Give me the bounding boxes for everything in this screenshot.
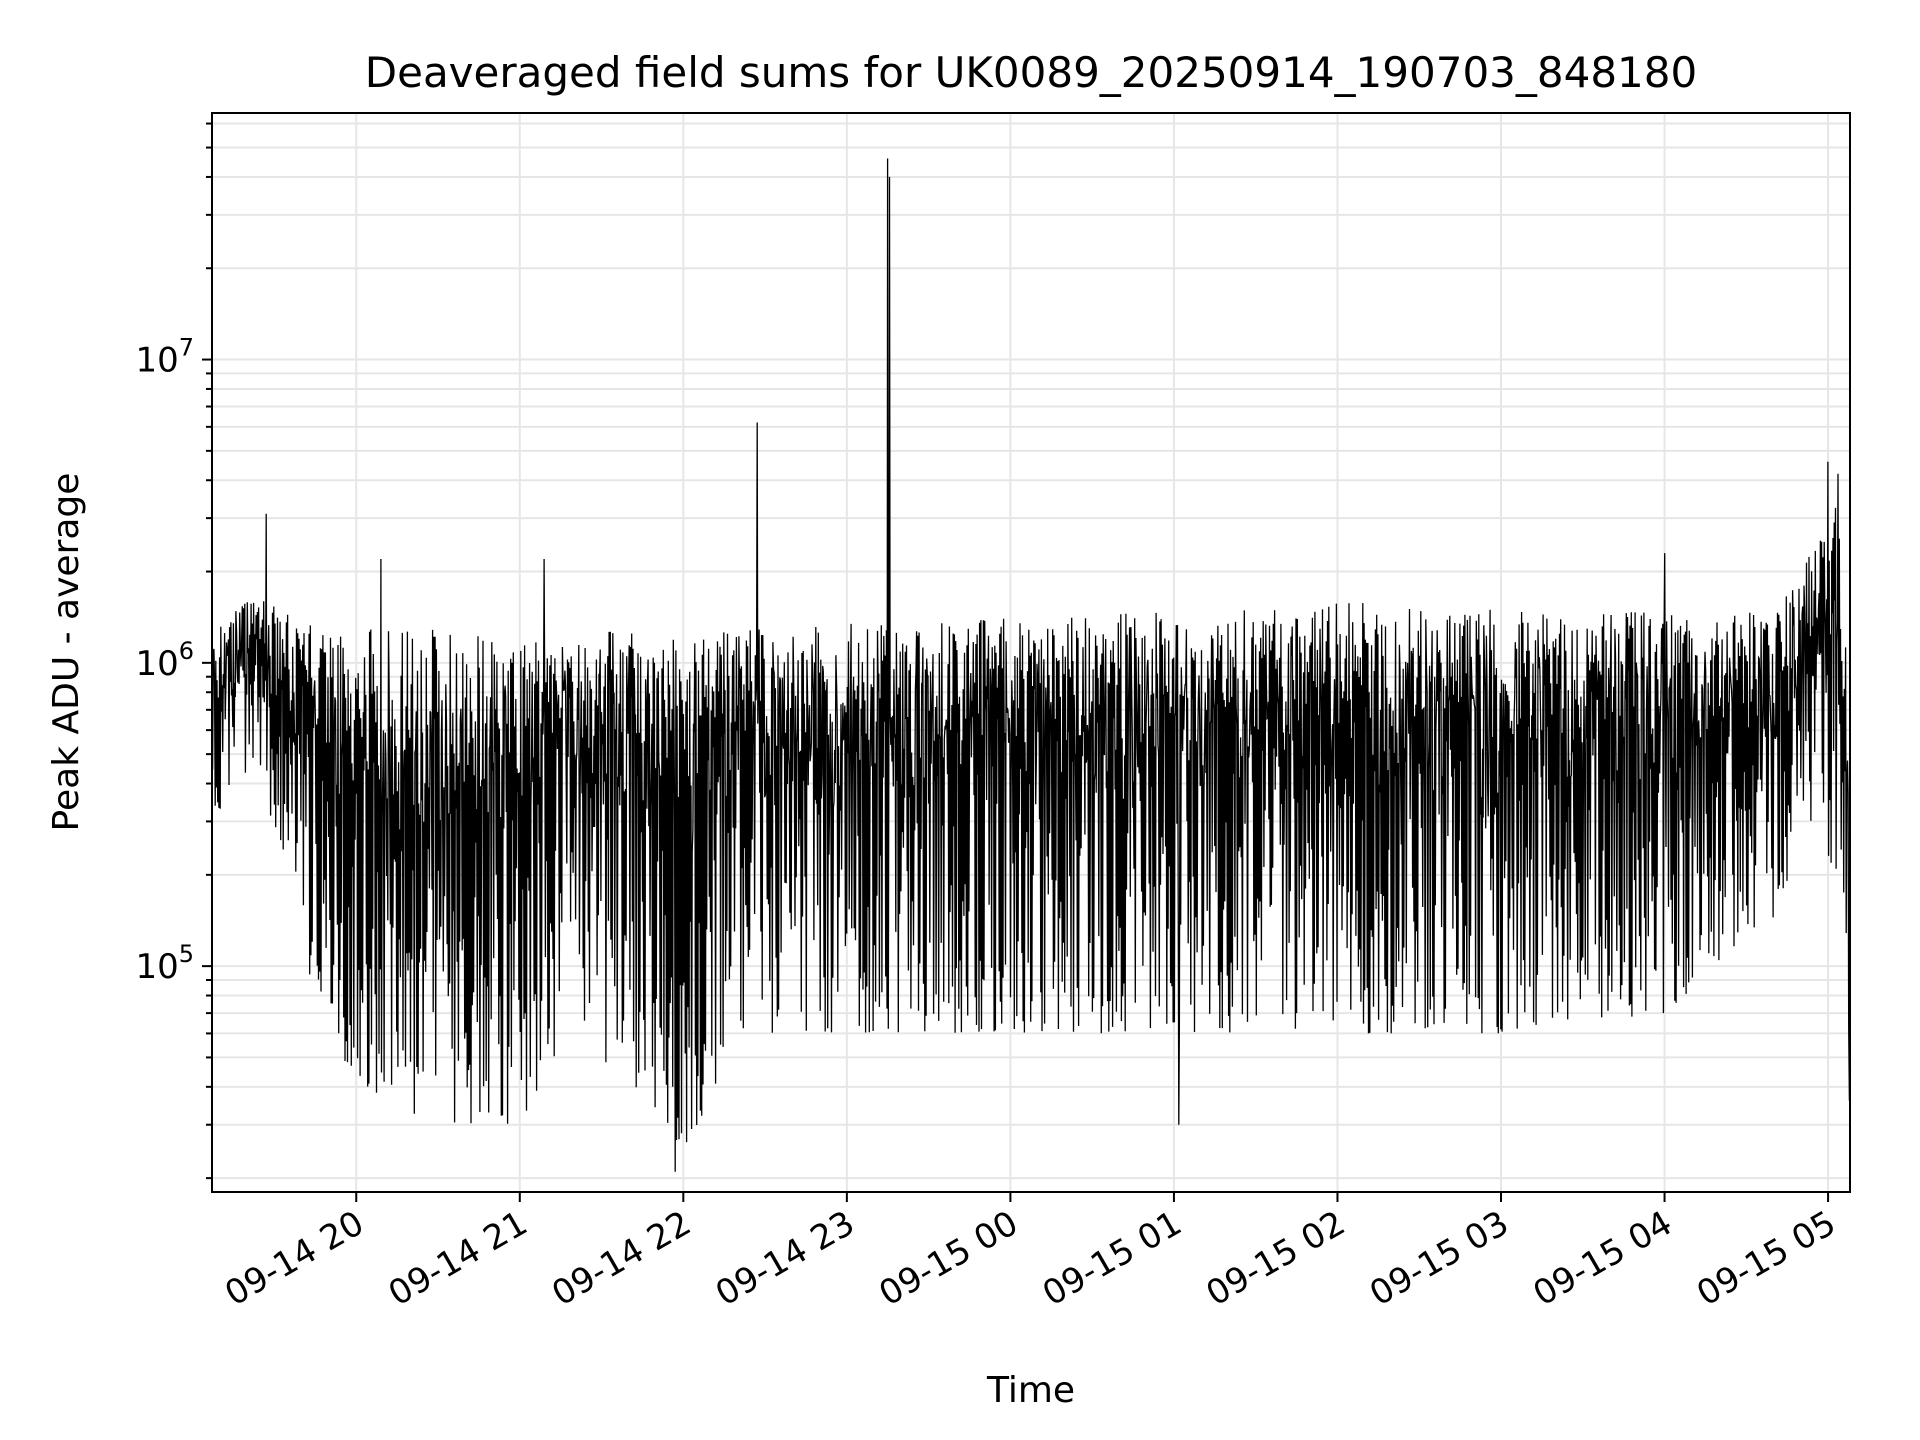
y-tick-label: 107 — [135, 334, 194, 381]
series-line — [211, 158, 1851, 1172]
chart-title: Deaveraged field sums for UK0089_2025091… — [365, 48, 1697, 97]
y-axis-title: Peak ADU - average — [46, 473, 87, 832]
series-lines — [211, 158, 1851, 1172]
plot-frame — [211, 112, 1851, 1193]
y-tick-label: 106 — [135, 637, 194, 684]
y-tick-label: 105 — [135, 940, 194, 987]
x-axis-title: Time — [986, 1370, 1075, 1411]
